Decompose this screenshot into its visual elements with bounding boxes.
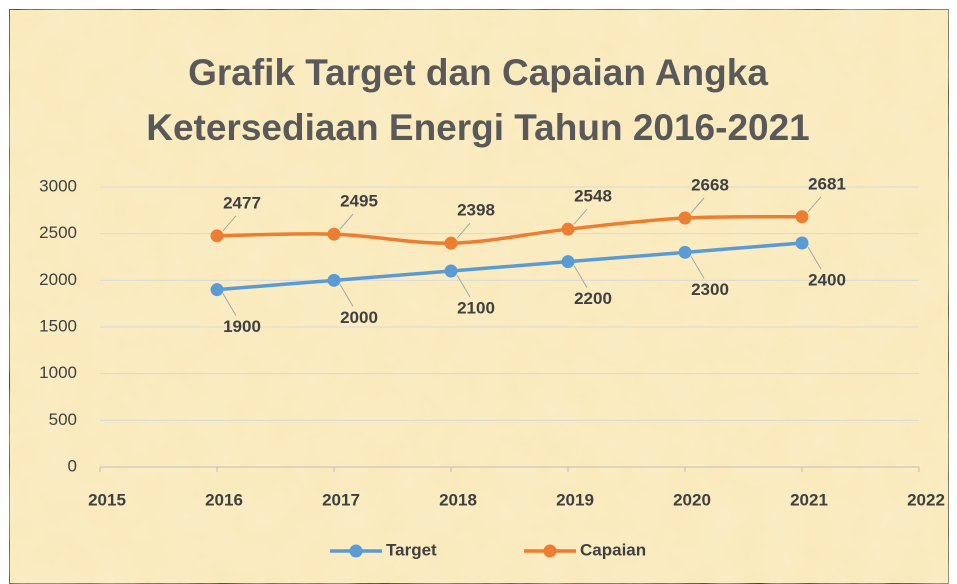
y-tick-label: 2000 bbox=[39, 270, 77, 289]
data-label: 1900 bbox=[223, 317, 261, 336]
point bbox=[444, 236, 458, 250]
point bbox=[327, 227, 341, 241]
series-line bbox=[216, 241, 803, 292]
legend-marker bbox=[349, 544, 363, 558]
leader-line bbox=[339, 213, 354, 230]
leader-line bbox=[222, 215, 237, 232]
x-tick-label: 2015 bbox=[88, 490, 126, 509]
chart-title: Grafik Target dan Capaian Angka bbox=[188, 52, 768, 93]
point bbox=[444, 264, 458, 278]
x-tick-label: 2020 bbox=[673, 490, 711, 509]
series-line bbox=[216, 214, 803, 245]
point bbox=[795, 236, 809, 250]
data-label: 2668 bbox=[691, 175, 729, 194]
leader-line bbox=[807, 196, 822, 213]
point bbox=[327, 273, 341, 287]
data-label: 2495 bbox=[340, 192, 378, 211]
data-label: 2477 bbox=[223, 193, 261, 212]
legend-label: Target bbox=[386, 540, 437, 559]
data-label: 2300 bbox=[691, 280, 729, 299]
y-tick-label: 1000 bbox=[39, 363, 77, 382]
data-label: 2548 bbox=[574, 187, 612, 206]
point bbox=[210, 283, 224, 297]
y-tick-label: 0 bbox=[68, 456, 77, 475]
y-tick-label: 500 bbox=[49, 410, 77, 429]
chart-title: Ketersediaan Energi Tahun 2016-2021 bbox=[146, 107, 810, 148]
x-tick-label: 2021 bbox=[790, 490, 828, 509]
data-label: 2398 bbox=[457, 201, 495, 220]
point bbox=[561, 222, 575, 236]
y-tick-label: 1500 bbox=[39, 316, 77, 335]
leader-line bbox=[222, 293, 237, 316]
x-tick-label: 2019 bbox=[556, 490, 594, 509]
point bbox=[678, 245, 692, 259]
x-tick-label: 2018 bbox=[439, 490, 477, 509]
x-tick-label: 2016 bbox=[205, 490, 243, 509]
x-tick-label: 2022 bbox=[907, 490, 945, 509]
data-label: 2100 bbox=[457, 298, 495, 317]
point bbox=[210, 229, 224, 243]
leader-line bbox=[690, 197, 705, 214]
data-label: 2000 bbox=[340, 308, 378, 327]
data-label: 2200 bbox=[574, 289, 612, 308]
point bbox=[678, 211, 692, 225]
point bbox=[795, 210, 809, 224]
leader-line bbox=[456, 274, 471, 298]
leader-line bbox=[690, 256, 705, 279]
y-tick-label: 3000 bbox=[39, 176, 77, 195]
data-label: 2681 bbox=[808, 174, 846, 193]
y-tick-label: 2500 bbox=[39, 223, 77, 242]
legend-label: Capaian bbox=[580, 540, 646, 559]
x-tick-label: 2017 bbox=[322, 490, 360, 509]
chart-bg bbox=[8, 8, 950, 584]
point bbox=[561, 255, 575, 269]
data-label: 2400 bbox=[808, 270, 846, 289]
leader-line bbox=[807, 246, 822, 270]
leader-line bbox=[456, 222, 471, 239]
leader-line bbox=[573, 265, 588, 288]
legend-marker bbox=[543, 544, 557, 558]
leader-line bbox=[573, 208, 588, 225]
leader-line bbox=[339, 284, 354, 307]
